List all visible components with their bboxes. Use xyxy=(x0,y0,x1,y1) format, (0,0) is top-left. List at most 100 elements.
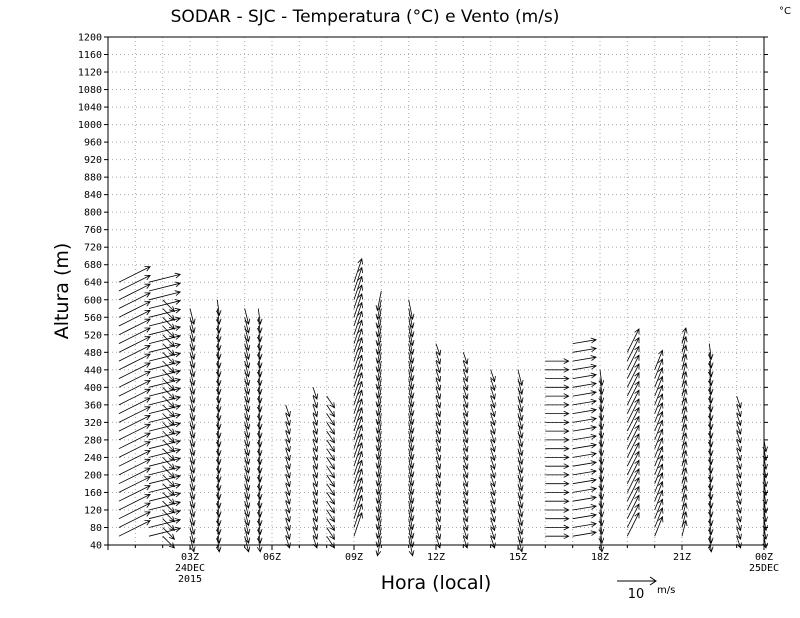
wind-vector xyxy=(215,404,222,422)
wind-vector xyxy=(148,342,182,353)
wind-vector xyxy=(462,360,469,374)
wind-vector xyxy=(215,343,222,361)
wind-vector xyxy=(490,518,496,532)
wind-vector xyxy=(118,362,151,379)
wind-vector xyxy=(148,421,182,432)
wind-vector xyxy=(490,448,496,462)
wind-vector xyxy=(312,422,319,435)
wind-vector xyxy=(285,518,291,532)
wind-vector xyxy=(545,454,570,461)
wind-vector xyxy=(353,354,363,379)
wind-vector xyxy=(148,272,182,283)
wind-vector xyxy=(408,325,415,347)
wind-vector xyxy=(353,301,363,327)
wind-vector xyxy=(189,308,196,325)
wind-vector xyxy=(490,466,496,479)
wind-vector xyxy=(215,299,222,317)
wind-vector xyxy=(162,500,176,514)
wind-vector xyxy=(408,457,415,478)
wind-vector xyxy=(285,457,291,470)
wind-vector xyxy=(462,518,469,532)
wind-vector xyxy=(326,413,335,427)
wind-vector xyxy=(598,518,605,536)
wind-vector xyxy=(285,422,291,435)
wind-vector xyxy=(626,415,640,441)
wind-vector xyxy=(148,369,182,379)
wind-vector xyxy=(244,308,251,325)
wind-vector xyxy=(736,448,742,462)
y-tick-label: 760 xyxy=(84,225,102,236)
wind-vector xyxy=(626,485,640,511)
wind-vector xyxy=(545,402,570,408)
wind-vector xyxy=(215,325,222,343)
x-tick-date: 25DEC xyxy=(749,563,779,574)
y-tick-label: 1200 xyxy=(78,33,102,44)
wind-vector xyxy=(256,492,263,509)
wind-vector xyxy=(681,519,688,537)
wind-vector xyxy=(256,308,263,325)
wind-vector xyxy=(707,431,714,448)
wind-vector xyxy=(654,507,664,528)
wind-vector xyxy=(572,460,597,467)
wind-vector xyxy=(681,379,688,397)
wind-vector xyxy=(435,413,442,427)
wind-vector xyxy=(148,483,182,493)
wind-vector xyxy=(148,351,182,362)
wind-vector xyxy=(256,466,263,483)
wind-vector xyxy=(326,483,335,497)
x-tick-year: 2015 xyxy=(178,574,202,585)
wind-vector xyxy=(215,387,222,404)
wind-vector xyxy=(435,360,442,374)
y-tick-label: 720 xyxy=(84,243,102,254)
wind-vector xyxy=(353,503,363,528)
wind-vector xyxy=(118,441,151,458)
wind-vector xyxy=(408,413,415,434)
wind-vector xyxy=(626,380,640,406)
wind-vector xyxy=(353,275,363,300)
wind-vector xyxy=(435,466,442,479)
wind-vector xyxy=(435,430,442,444)
wind-vector xyxy=(408,308,415,329)
wind-vector xyxy=(326,404,335,418)
wind-vector xyxy=(490,387,496,400)
x-tick-label: 00Z xyxy=(755,552,773,563)
wind-vector xyxy=(162,509,176,523)
wind-vector xyxy=(408,448,415,470)
wind-vector xyxy=(707,439,714,457)
wind-vector xyxy=(148,404,182,414)
wind-vector xyxy=(326,500,335,514)
wind-vector xyxy=(435,387,442,400)
y-tick-label: 400 xyxy=(84,383,102,394)
wind-vector xyxy=(736,518,742,532)
wind-vector xyxy=(490,501,496,514)
wind-vector xyxy=(256,509,263,527)
wind-vector xyxy=(148,456,182,467)
wind-vector xyxy=(462,395,469,409)
wind-vector xyxy=(148,334,182,344)
y-axis-ticks: 40 80 120 160 200 240 280 320 360 400 440 480 520 560… xyxy=(78,33,768,552)
wind-vector xyxy=(408,422,415,443)
wind-vector xyxy=(118,502,151,520)
wind-vector xyxy=(598,431,605,448)
wind-vector xyxy=(148,430,182,441)
wind-vector xyxy=(435,404,442,418)
wind-vector xyxy=(490,439,496,453)
wind-vector xyxy=(572,372,597,379)
y-tick-label: 960 xyxy=(84,138,102,149)
wind-vector xyxy=(545,463,570,470)
wind-vector xyxy=(545,375,570,382)
wind-vector xyxy=(707,422,714,439)
wind-vector xyxy=(435,439,442,453)
wind-vector xyxy=(654,375,664,397)
wind-vector xyxy=(517,369,524,387)
wind-vector xyxy=(312,483,319,497)
wind-vector xyxy=(572,346,597,353)
wind-vector xyxy=(215,527,222,545)
y-tick-label: 40 xyxy=(90,541,102,552)
wind-vector xyxy=(256,527,263,545)
x-tick-label: 06Z xyxy=(263,552,281,563)
wind-vector xyxy=(375,448,382,470)
wind-vector xyxy=(681,362,688,379)
wind-vector xyxy=(408,361,415,382)
wind-vector xyxy=(215,466,222,483)
